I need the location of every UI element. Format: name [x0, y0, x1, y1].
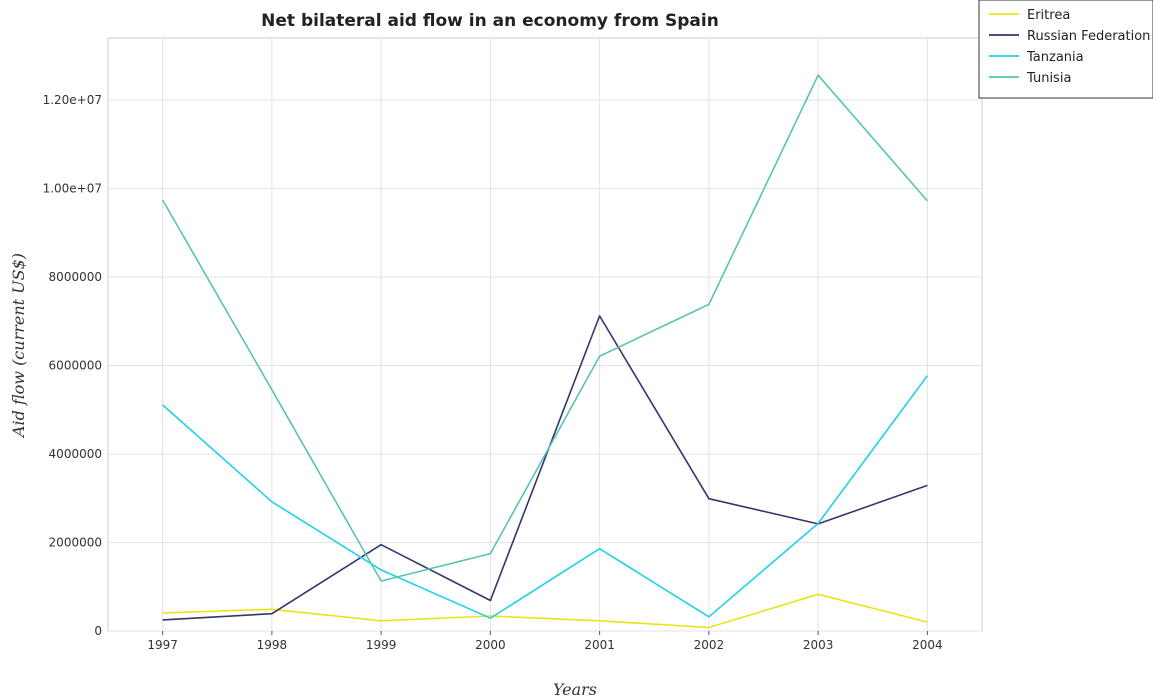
- y-axis-label: Aid flow (current US$): [9, 253, 28, 439]
- x-tick-label: 1998: [257, 638, 288, 652]
- legend-label-tunisia: Tunisia: [1026, 71, 1071, 86]
- y-tick-label: 2000000: [49, 535, 102, 549]
- y-tick-label: 0: [94, 624, 102, 638]
- x-tick-label: 2003: [803, 638, 834, 652]
- plot-frame: [107, 37, 983, 632]
- chart-title: Net bilateral aid flow in an economy fro…: [261, 11, 719, 31]
- x-tick-label: 2001: [584, 638, 615, 652]
- legend-label-eritrea: Eritrea: [1027, 8, 1070, 23]
- x-tick-label: 1999: [366, 638, 397, 652]
- x-tick-label: 2004: [912, 638, 943, 652]
- legend: Eritrea Russian Federation Tanzania Tunisia: [978, 0, 1153, 99]
- y-tick-label: 6000000: [49, 358, 102, 372]
- legend-box: [978, 0, 1153, 99]
- x-tick-label: 2000: [475, 638, 506, 652]
- y-tick-label: 1.00e+07: [43, 181, 102, 195]
- y-tick-label: 8000000: [49, 270, 102, 284]
- x-tick-label: 1997: [147, 638, 178, 652]
- x-axis-label: Years: [553, 680, 597, 699]
- series-line-russian-federation: [162, 315, 928, 621]
- series-line-eritrea: [162, 593, 928, 629]
- series-line-tanzania: [162, 375, 929, 620]
- x-tick-label: 2002: [694, 638, 725, 652]
- series-line-tunisia: [161, 74, 929, 582]
- legend-label-russian-federation: Russian Federation: [1027, 29, 1150, 44]
- y-tick-label: 1.20e+07: [43, 93, 102, 107]
- legend-label-tanzania: Tanzania: [1026, 50, 1084, 65]
- plot-area: 0 2000000 4000000 6000000 8000000 1.00e+07 1.2…: [43, 37, 983, 652]
- y-tick-label: 4000000: [49, 447, 102, 461]
